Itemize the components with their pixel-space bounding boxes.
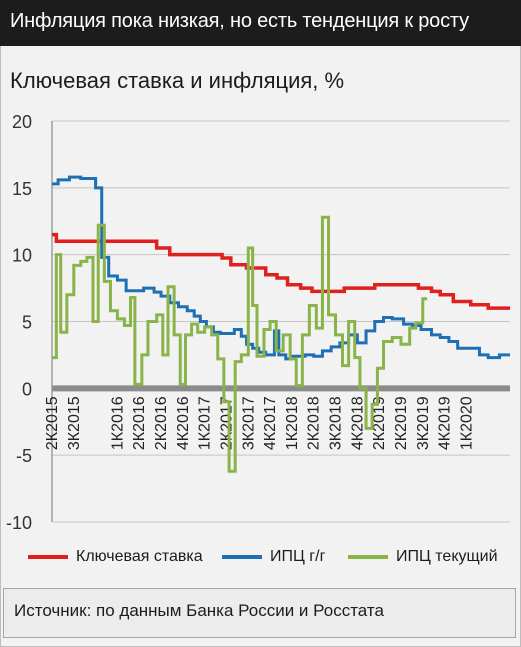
legend-item-key-rate: Ключевая ставка bbox=[28, 545, 203, 569]
x-tick-label: 2К2019 bbox=[393, 396, 410, 450]
series-line-key-rate bbox=[52, 232, 510, 310]
chart-title: Ключевая ставка и инфляция, % bbox=[10, 68, 345, 93]
x-tick-label: 2К2016 bbox=[153, 396, 170, 450]
header-bar: Инфляция пока низкая, но есть тенденция … bbox=[0, 0, 521, 46]
x-tick-label: 4К2019 bbox=[437, 396, 454, 450]
legend-label-cpi-yoy: ИПЦ г/г bbox=[270, 548, 326, 565]
y-tick-label: -5 bbox=[16, 446, 32, 466]
legend-swatch-cpi-current bbox=[348, 555, 388, 559]
y-tick-label: -10 bbox=[6, 513, 32, 533]
legend-swatch-cpi-yoy bbox=[222, 555, 262, 559]
series-line-cpi-yoy bbox=[52, 175, 510, 361]
y-tick-label: 20 bbox=[12, 112, 32, 132]
y-tick-label: 5 bbox=[22, 313, 32, 333]
y-tick-label: 0 bbox=[22, 379, 32, 399]
x-tick-label: 1К2020 bbox=[458, 396, 475, 450]
legend-label-cpi-current: ИПЦ текущий bbox=[396, 548, 498, 565]
source-text: Источник: по данным Банка России и Росст… bbox=[14, 601, 384, 620]
y-tick-label: 10 bbox=[12, 246, 32, 266]
legend-label-key-rate: Ключевая ставка bbox=[76, 548, 203, 565]
x-tick-label: 2К2017 bbox=[218, 396, 235, 450]
legend-item-cpi-current: ИПЦ текущий bbox=[348, 545, 498, 569]
x-tick-label: 2К2016 bbox=[131, 396, 148, 450]
x-tick-label: 1К2017 bbox=[197, 396, 214, 450]
x-tick-label: 4К2018 bbox=[349, 396, 366, 450]
x-tick-label: 4К2016 bbox=[175, 396, 192, 450]
x-tick-label: 3К2015 bbox=[66, 396, 83, 450]
header-title: Инфляция пока низкая, но есть тенденция … bbox=[10, 10, 469, 32]
x-tick-label: 3К2017 bbox=[240, 396, 257, 450]
x-tick-label: 4К2017 bbox=[262, 396, 279, 450]
legend: Ключевая ставка ИПЦ г/г ИПЦ текущий bbox=[0, 545, 521, 569]
x-tick-label: 1К2016 bbox=[109, 396, 126, 450]
series-line-cpi-current bbox=[52, 215, 428, 473]
x-tick-label: 2К2019 bbox=[371, 396, 388, 450]
source-box: Источник: по данным Банка России и Росст… bbox=[3, 588, 516, 638]
x-tick-label: 2К2015 bbox=[44, 396, 61, 450]
x-tick-label: 3К2019 bbox=[415, 396, 432, 450]
legend-swatch-key-rate bbox=[28, 555, 68, 559]
x-tick-label: 3К2018 bbox=[328, 396, 345, 450]
x-tick-label: 1К2018 bbox=[284, 396, 301, 450]
legend-item-cpi-yoy: ИПЦ г/г bbox=[222, 545, 325, 569]
y-tick-label: 15 bbox=[12, 179, 32, 199]
x-tick-label: 2К2018 bbox=[306, 396, 323, 450]
line-chart: 20 15 10 5 0 -5 -10 2К2015 3К2015 1К2016 2К2016 2К2… bbox=[6, 112, 511, 533]
